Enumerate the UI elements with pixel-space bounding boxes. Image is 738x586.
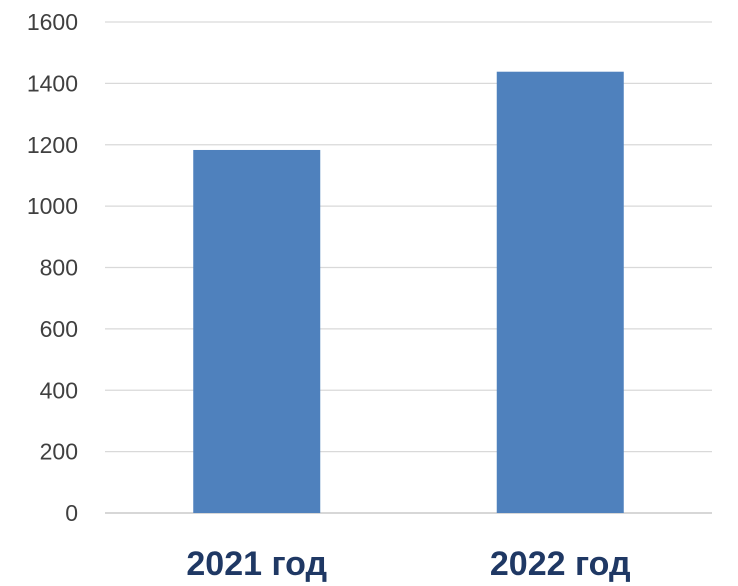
x-category-label: 2021 год bbox=[186, 545, 327, 583]
y-tick-label: 200 bbox=[40, 439, 78, 465]
y-tick-label: 0 bbox=[65, 500, 78, 526]
y-axis-tick-labels: 0 200 400 600 800 1000 1200 1400 1600 bbox=[27, 9, 78, 526]
y-tick-label: 400 bbox=[40, 377, 78, 403]
bar-1 bbox=[193, 149, 321, 514]
y-tick-label: 800 bbox=[40, 255, 78, 281]
bars bbox=[193, 71, 624, 514]
y-tick-label: 1400 bbox=[27, 70, 78, 96]
x-category-label: 2022 год bbox=[490, 545, 631, 583]
y-tick-label: 600 bbox=[40, 316, 78, 342]
x-axis-category-labels: 2021 год 2022 год bbox=[186, 545, 630, 583]
y-tick-label: 1000 bbox=[27, 193, 78, 219]
y-tick-label: 1200 bbox=[27, 132, 78, 158]
bar-2 bbox=[496, 71, 624, 514]
y-tick-label: 1600 bbox=[27, 9, 78, 35]
